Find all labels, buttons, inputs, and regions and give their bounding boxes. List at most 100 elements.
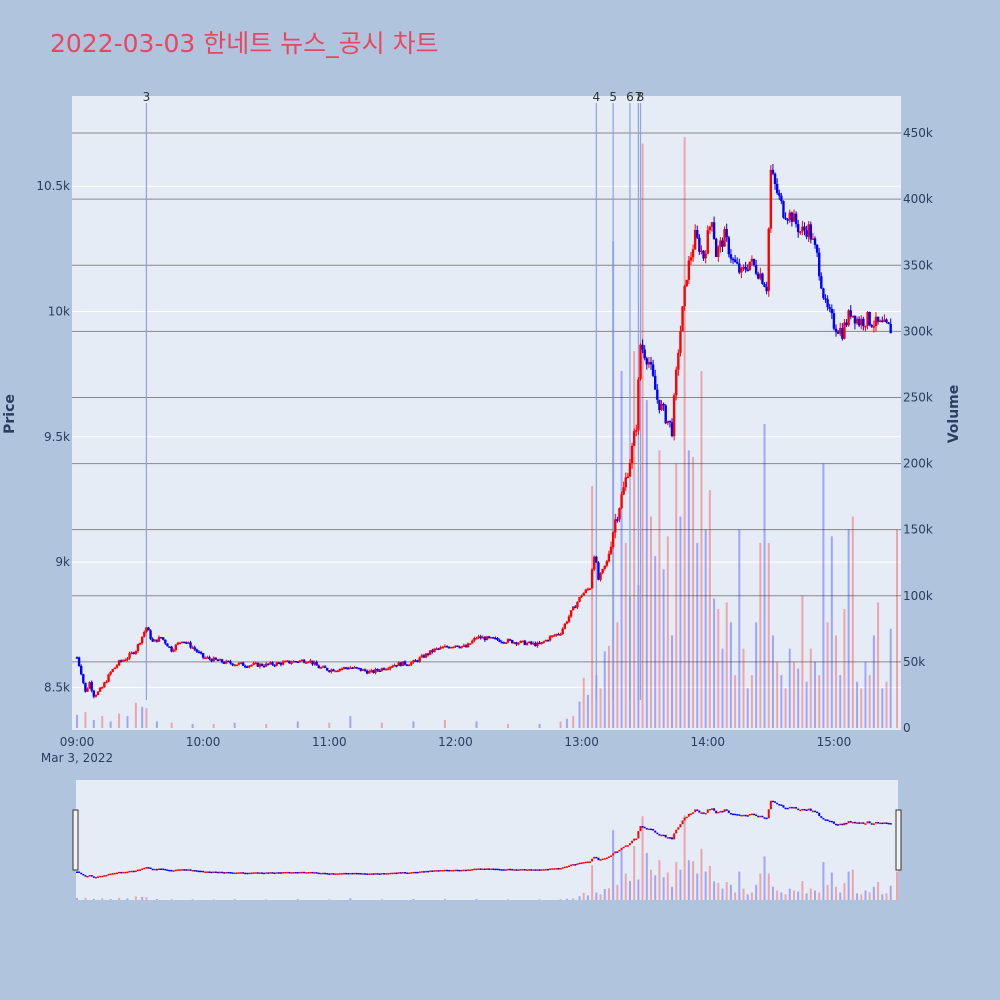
volume-bar	[650, 516, 652, 728]
volume-bar	[826, 622, 829, 728]
mini-volume-bar	[92, 898, 95, 900]
mini-candle	[580, 862, 583, 865]
volume-tick-label: 450k	[903, 126, 933, 140]
mini-candle	[162, 868, 165, 871]
candle-body	[668, 420, 672, 423]
range-slider-right-handle[interactable]	[895, 809, 902, 871]
mini-candle	[719, 810, 722, 813]
candle-body	[197, 651, 201, 654]
mini-candle	[261, 872, 264, 874]
mini-candle	[481, 868, 484, 871]
mini-candle	[809, 808, 812, 811]
mini-volume-bar	[713, 881, 716, 900]
candle-body	[824, 298, 827, 300]
mini-candle	[618, 849, 621, 852]
mini-candle	[246, 872, 249, 875]
mini-candle	[368, 873, 371, 875]
mini-candle	[160, 868, 163, 871]
event-label[interactable]: 4	[593, 90, 601, 104]
mini-candle	[692, 812, 695, 814]
mini-candle	[656, 832, 659, 835]
mini-candle	[452, 869, 455, 872]
time-tick-label: 14:00	[690, 735, 725, 749]
mini-volume-bar	[780, 892, 783, 900]
candle-body	[620, 494, 623, 509]
candle-body	[719, 240, 722, 247]
time-tick-label: 09:00	[60, 735, 95, 749]
mini-candle	[355, 872, 358, 875]
price-gridlines	[72, 185, 901, 688]
mini-candle	[294, 871, 297, 874]
candle-body	[122, 660, 125, 662]
mini-candle	[841, 823, 844, 826]
volume-bar	[76, 714, 78, 728]
candle-body	[98, 687, 102, 692]
candle-body	[386, 668, 390, 671]
event-label[interactable]: 7	[635, 90, 643, 104]
mini-candle	[589, 861, 592, 863]
mini-candle	[864, 823, 867, 825]
range-slider-background[interactable]	[76, 780, 898, 900]
mini-candle	[448, 869, 451, 872]
mini-candle	[467, 869, 470, 871]
candle-body	[153, 639, 156, 642]
mini-candle	[84, 875, 87, 877]
mini-candle	[570, 864, 573, 867]
candle-body	[801, 226, 804, 232]
candle-body	[860, 318, 863, 326]
candle-body	[109, 671, 112, 675]
event-label[interactable]: 6	[626, 90, 634, 104]
candle-body	[309, 660, 312, 663]
candle-body	[529, 641, 533, 644]
volume-bar	[380, 722, 383, 728]
candle-body	[178, 642, 182, 644]
candle-body	[408, 664, 411, 667]
mini-candle	[654, 830, 657, 833]
candle-body	[349, 667, 352, 670]
candle-body	[439, 647, 442, 649]
candle-body	[727, 237, 730, 255]
event-label[interactable]: 3	[143, 90, 151, 104]
volume-bar	[771, 635, 774, 728]
mini-volume-bar	[603, 889, 606, 900]
volume-bar	[700, 371, 703, 728]
candle-body	[273, 664, 276, 667]
mini-candle	[115, 872, 118, 875]
candle-body	[731, 258, 735, 261]
candle-body	[658, 399, 661, 411]
mini-candle	[387, 873, 390, 875]
candle-body	[460, 646, 463, 648]
mini-candle	[446, 869, 449, 872]
mini-candle	[738, 814, 741, 816]
candle-body	[279, 662, 283, 665]
candle-body	[231, 663, 234, 666]
volume-axis-title: Volume	[946, 385, 962, 444]
candle-body	[334, 670, 337, 673]
volume-bar	[679, 516, 682, 728]
event-label[interactable]: 5	[609, 90, 617, 104]
volume-bar	[755, 622, 758, 728]
candle-body	[380, 668, 384, 671]
mini-candle	[795, 807, 798, 809]
mini-candle	[134, 870, 137, 873]
chart-title: 2022-03-03 한네트 뉴스_공시 차트	[50, 29, 439, 58]
candle-body	[742, 266, 745, 269]
candle-body	[359, 668, 363, 671]
range-slider-left-handle[interactable]	[72, 809, 79, 871]
candle-body	[410, 662, 413, 665]
event-label[interactable]: 8	[637, 90, 645, 104]
mini-volume-bar	[792, 890, 795, 900]
mini-candle	[227, 871, 230, 874]
mini-candle	[158, 868, 160, 871]
candle-body	[363, 669, 367, 671]
volume-tick-label: 100k	[903, 589, 933, 603]
candle-body	[172, 650, 175, 652]
candle-body	[313, 662, 316, 665]
mini-candle	[458, 869, 461, 872]
candle-body	[319, 667, 323, 669]
time-tick-label: 15:00	[817, 735, 852, 749]
candle-body	[384, 668, 388, 671]
mini-candle	[563, 866, 566, 869]
candle-body	[155, 639, 159, 642]
